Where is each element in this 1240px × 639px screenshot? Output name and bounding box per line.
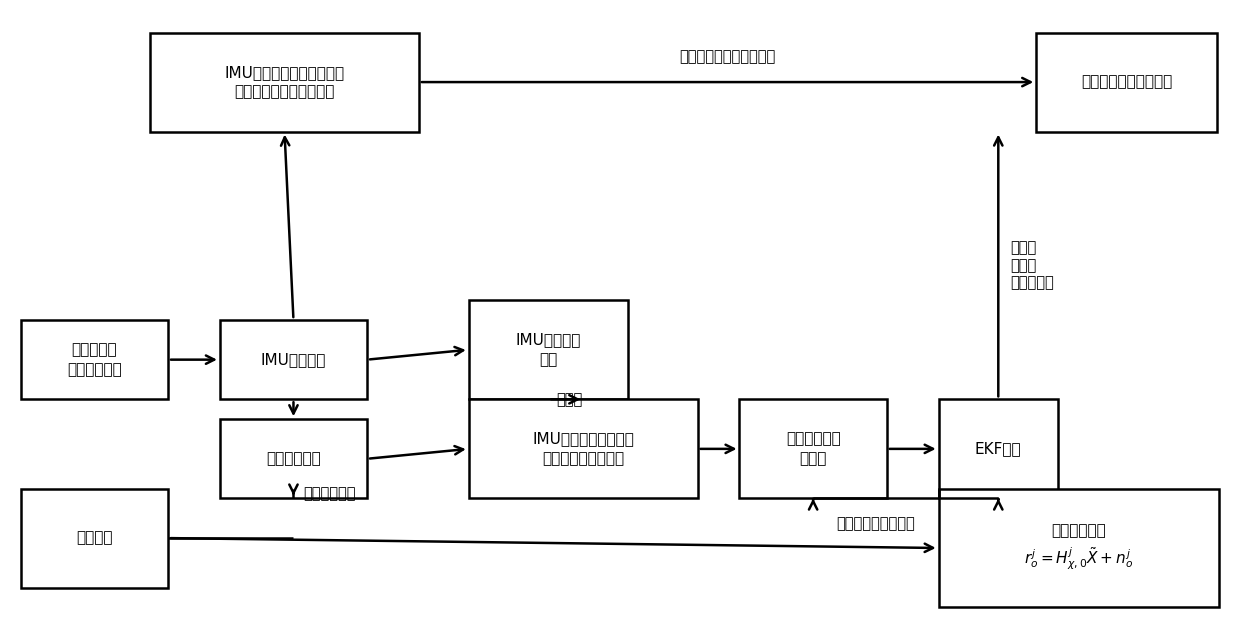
Bar <box>469 300 627 399</box>
Bar <box>939 489 1219 608</box>
Text: 陀螺仪测量
加速度计测量: 陀螺仪测量 加速度计测量 <box>67 343 122 377</box>
Bar <box>939 399 1058 498</box>
Bar <box>739 399 887 498</box>
Text: 系统协方差矩阵增广: 系统协方差矩阵增广 <box>837 516 915 531</box>
Bar <box>150 33 419 132</box>
Bar <box>219 419 367 498</box>
Text: 相机状态增广: 相机状态增广 <box>304 486 356 501</box>
Bar <box>21 489 169 588</box>
Text: 速度、位置、姿态估计值: 速度、位置、姿态估计值 <box>680 49 776 65</box>
Text: 速度、
位置、
姿态误差值: 速度、 位置、 姿态误差值 <box>1011 240 1054 290</box>
Text: 系统协方差矩
阵增广: 系统协方差矩 阵增广 <box>786 431 841 466</box>
Text: IMU状态协方差矩阵、
系统状态协方差矩阵: IMU状态协方差矩阵、 系统状态协方差矩阵 <box>532 431 634 466</box>
Text: EKF更新: EKF更新 <box>975 442 1022 456</box>
Text: 更新位置、速度、姿态: 更新位置、速度、姿态 <box>1081 75 1172 89</box>
Text: 离散化: 离散化 <box>557 392 583 407</box>
Text: 相机观测: 相机观测 <box>76 530 113 546</box>
Bar <box>21 320 169 399</box>
Text: 相机观测方程
$r_o^j = H_{\chi,0}^j \tilde{X} + n_o^j$: 相机观测方程 $r_o^j = H_{\chi,0}^j \tilde{X} +… <box>1024 523 1133 573</box>
Text: 系统状态向量: 系统状态向量 <box>267 451 321 466</box>
Text: IMU预积分更新速度、位置
零阶四元数积分更新姿态: IMU预积分更新速度、位置 零阶四元数积分更新姿态 <box>224 65 345 100</box>
Text: IMU误差状态
方程: IMU误差状态 方程 <box>516 332 582 367</box>
Bar <box>1037 33 1218 132</box>
Text: IMU状态向量: IMU状态向量 <box>260 352 326 367</box>
Bar <box>219 320 367 399</box>
Bar <box>469 399 698 498</box>
